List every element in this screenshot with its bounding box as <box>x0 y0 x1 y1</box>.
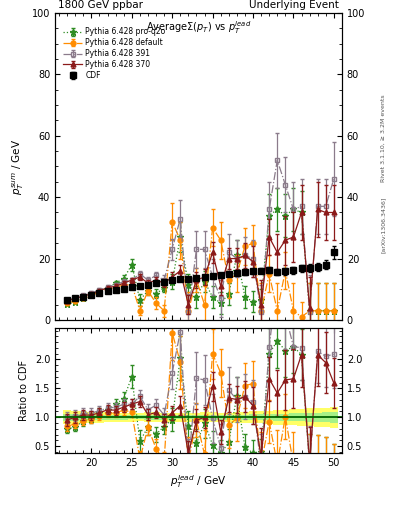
Text: Average$\Sigma(p_T)$ vs $p_T^{lead}$: Average$\Sigma(p_T)$ vs $p_T^{lead}$ <box>146 19 251 36</box>
Y-axis label: $p_T^{sum}$ / GeV: $p_T^{sum}$ / GeV <box>11 138 26 195</box>
X-axis label: $p_T^{lead}$ / GeV: $p_T^{lead}$ / GeV <box>170 474 227 490</box>
Text: [arXiv:1306.3436]: [arXiv:1306.3436] <box>381 197 386 253</box>
Text: Rivet 3.1.10, ≥ 3.2M events: Rivet 3.1.10, ≥ 3.2M events <box>381 94 386 182</box>
Text: Underlying Event: Underlying Event <box>249 0 339 10</box>
Legend: Pythia 6.428 pro-q2o, Pythia 6.428 default, Pythia 6.428 391, Pythia 6.428 370, : Pythia 6.428 pro-q2o, Pythia 6.428 defau… <box>62 26 167 81</box>
Text: 1800 GeV ppbar: 1800 GeV ppbar <box>58 0 143 10</box>
Y-axis label: Ratio to CDF: Ratio to CDF <box>19 360 29 421</box>
